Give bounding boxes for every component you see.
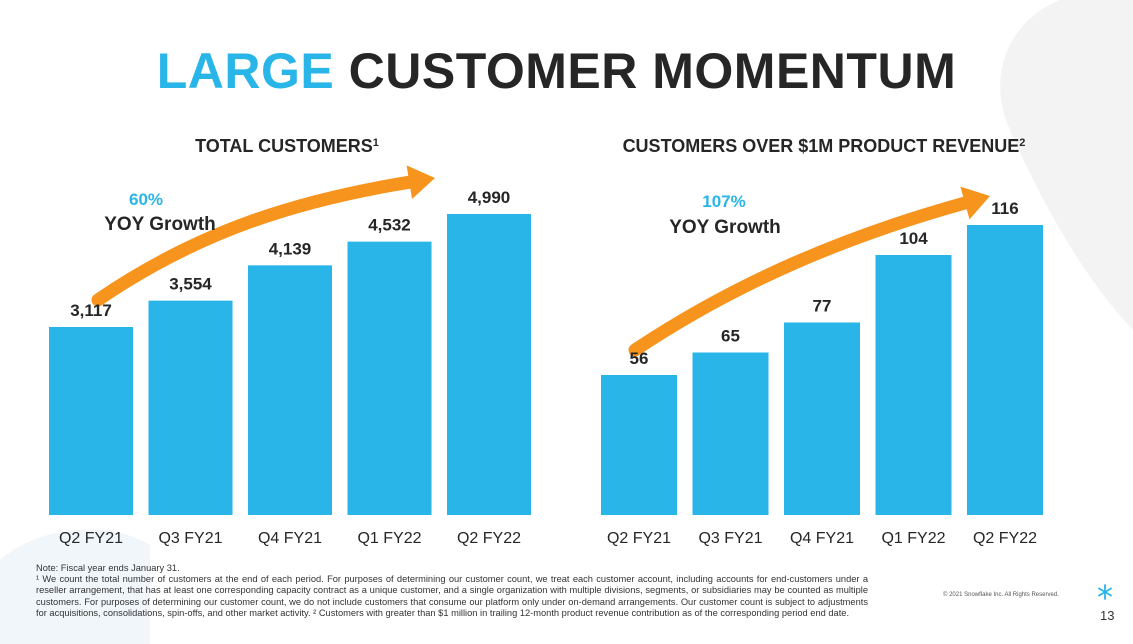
footnote-definitions: ¹ We count the total number of customers…	[36, 574, 868, 618]
copyright-notice: © 2021 Snowflake Inc. All Rights Reserve…	[943, 592, 1059, 598]
total-category-label-1: Q2 FY21	[59, 530, 123, 547]
million-bar-value-label-1: 56	[630, 349, 649, 368]
million-bar-1	[601, 375, 677, 515]
total-bar-1	[49, 326, 133, 515]
total-bar-value-label-3: 4,139	[269, 239, 312, 258]
total-bar-3	[248, 265, 332, 515]
total-growth-label: YOY Growth	[104, 214, 216, 235]
total-chart-title: TOTAL CUSTOMERS1	[195, 136, 379, 156]
total-category-label-2: Q3 FY21	[158, 530, 222, 547]
million-category-label-5: Q2 FY22	[973, 530, 1037, 547]
million-bar-5	[967, 225, 1043, 515]
million-growth-percent: 107%	[702, 192, 745, 211]
total-growth-arrow-shaft	[91, 175, 416, 307]
million-bar-4	[875, 255, 952, 515]
total-bar-value-label-4: 4,532	[368, 216, 411, 235]
million-growth-label: YOY Growth	[669, 217, 781, 238]
million-category-label-2: Q3 FY21	[698, 530, 762, 547]
million-bar-2	[692, 352, 769, 515]
total-bar-value-label-1: 3,117	[70, 301, 112, 320]
page-title: LARGE CUSTOMER MOMENTUM	[0, 42, 1113, 100]
million-chart-title: CUSTOMERS OVER $1M PRODUCT REVENUE2	[623, 136, 1026, 156]
footnote-fiscal-year: Note: Fiscal year ends January 31.	[36, 563, 180, 573]
total-bar-4	[347, 241, 432, 515]
snowflake-logo-icon	[1098, 584, 1112, 600]
page-title-accent: LARGE	[156, 43, 335, 99]
million-category-label-4: Q1 FY22	[881, 530, 945, 547]
million-bar-value-label-5: 116	[991, 199, 1018, 218]
million-category-label-3: Q4 FY21	[790, 530, 854, 547]
page-title-rest: CUSTOMER MOMENTUM	[348, 43, 957, 99]
total-category-label-4: Q1 FY22	[357, 530, 421, 547]
total-growth-arrow-head	[406, 165, 435, 199]
total-bar-value-label-2: 3,554	[169, 275, 212, 294]
million-growth-arrow-head	[960, 186, 990, 220]
total-bar-value-label-5: 4,990	[468, 188, 511, 207]
million-category-label-1: Q2 FY21	[607, 530, 671, 547]
footnote: Note: Fiscal year ends January 31. ¹ We …	[36, 563, 868, 619]
million-growth-arrow-shaft	[628, 196, 972, 357]
total-growth-percent: 60%	[129, 190, 163, 209]
million-bar-value-label-2: 65	[721, 327, 740, 346]
total-bar-2	[148, 300, 233, 515]
total-bar-5	[447, 214, 531, 515]
total-category-label-3: Q4 FY21	[258, 530, 322, 547]
million-bar-3	[784, 322, 860, 515]
total-category-label-5: Q2 FY22	[457, 530, 521, 547]
million-bar-value-label-3: 77	[813, 297, 832, 316]
page-number: 13	[1100, 608, 1115, 623]
million-bar-value-label-4: 104	[899, 229, 928, 248]
